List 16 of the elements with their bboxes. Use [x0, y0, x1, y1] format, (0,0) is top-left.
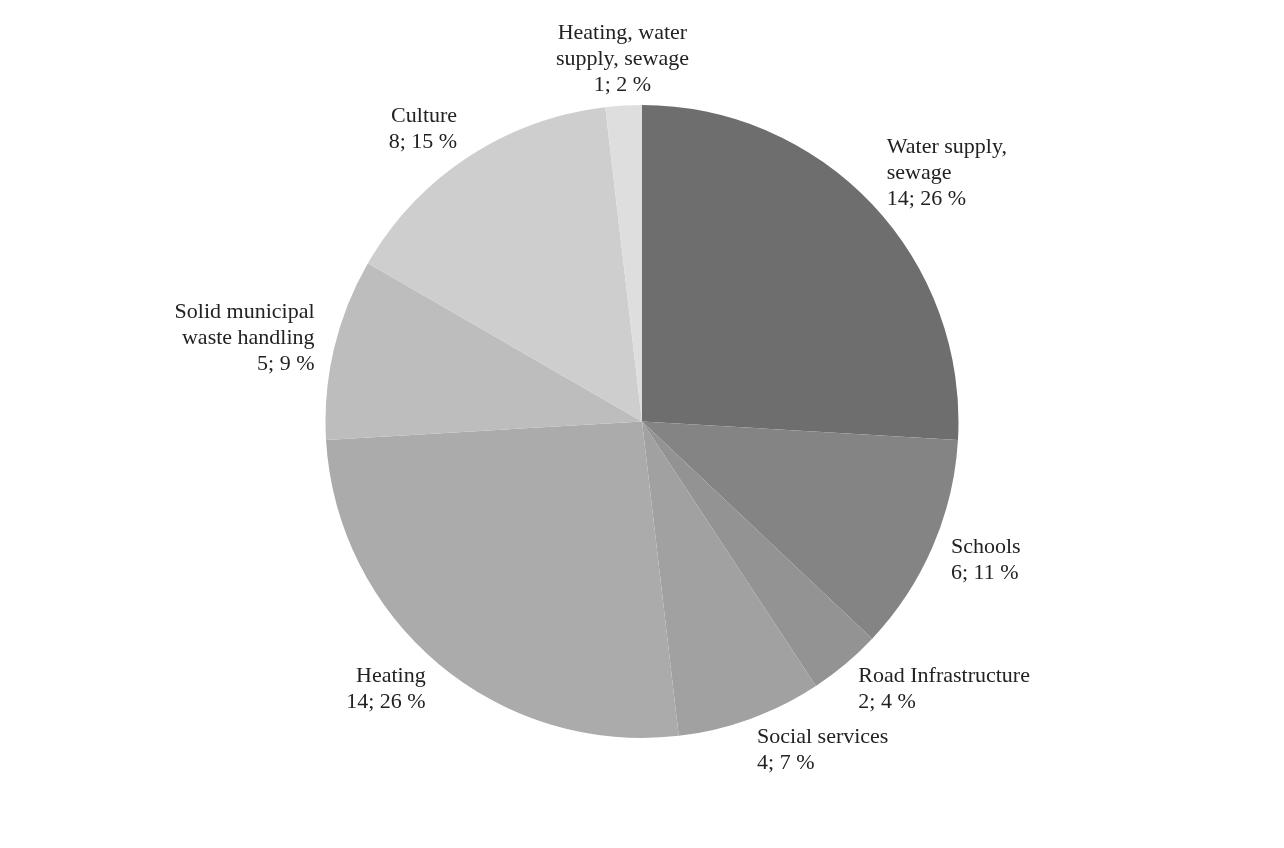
data-label: 2; 4 %: [858, 688, 916, 714]
slice-label: Culture: [391, 102, 458, 128]
slice-label: Schools: [950, 532, 1021, 558]
data-label: 1; 2 %: [593, 71, 652, 97]
slice-label: Social services: [757, 722, 889, 748]
slice-label: Heating: [356, 662, 426, 688]
data-label: 4; 7 %: [757, 748, 815, 774]
data-label: 8; 15 %: [388, 128, 458, 154]
slice-label: Solid municipal waste handling: [174, 297, 315, 349]
data-label: 14; 26 %: [886, 184, 967, 210]
slice-label: Heating, water supply, sewage: [555, 19, 689, 71]
data-label: 14; 26 %: [346, 688, 426, 714]
data-label: 6; 11 %: [950, 558, 1019, 584]
data-label: 5; 9 %: [257, 349, 315, 375]
slice-label: Water supply, sewage: [886, 132, 1007, 184]
slice-label: Road Infrastructure: [858, 662, 1030, 688]
